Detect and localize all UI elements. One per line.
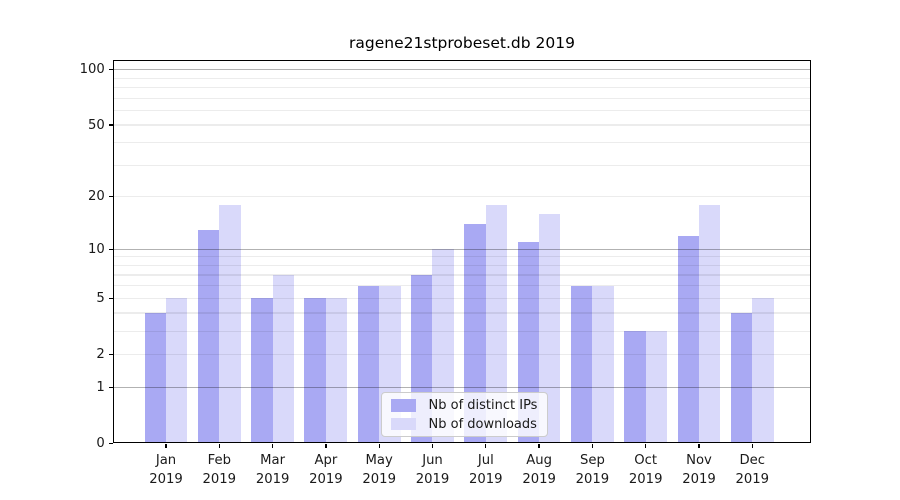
y-tick-mark bbox=[108, 196, 114, 198]
bar-downloads bbox=[272, 274, 294, 444]
legend-swatch-distinct-ips bbox=[390, 399, 416, 412]
bar-downloads bbox=[485, 204, 508, 444]
y-tick-label: 1 bbox=[96, 379, 105, 395]
bar-distinct-ips bbox=[357, 285, 380, 444]
x-tick-label: Jan 2019 bbox=[149, 453, 183, 488]
legend: Nb of distinct IPs Nb of downloads bbox=[380, 392, 548, 437]
x-tick-mark bbox=[698, 443, 700, 449]
legend-swatch-downloads bbox=[390, 417, 416, 431]
bar-downloads bbox=[592, 285, 614, 444]
bars-layer bbox=[113, 60, 810, 444]
bar-distinct-ips bbox=[464, 224, 486, 444]
bar-downloads bbox=[645, 331, 668, 444]
y-tick-label: 10 bbox=[88, 241, 105, 257]
legend-item-distinct-ips: Nb of distinct IPs bbox=[390, 398, 538, 413]
bar-distinct-ips bbox=[197, 229, 220, 444]
x-tick-mark bbox=[591, 443, 594, 449]
x-tick-label: Mar 2019 bbox=[255, 453, 290, 488]
x-tick-mark bbox=[218, 443, 220, 449]
legend-label-downloads: Nb of downloads bbox=[428, 416, 537, 432]
legend-item-downloads: Nb of downloads bbox=[390, 416, 538, 432]
bar-distinct-ips bbox=[144, 313, 166, 444]
bar-downloads bbox=[698, 204, 721, 444]
bar-distinct-ips bbox=[730, 313, 753, 444]
y-tick-mark bbox=[108, 297, 114, 299]
x-tick-mark bbox=[751, 443, 753, 449]
y-tick-mark bbox=[108, 69, 114, 71]
y-tick-mark bbox=[108, 124, 114, 126]
bar-downloads bbox=[752, 298, 774, 444]
bar-downloads bbox=[325, 298, 348, 444]
x-tick-mark bbox=[645, 443, 647, 449]
bar-downloads bbox=[165, 298, 188, 444]
y-tick-mark bbox=[108, 248, 114, 250]
legend-label-distinct-ips: Nb of distinct IPs bbox=[428, 398, 538, 413]
plot-area bbox=[113, 59, 811, 444]
bar-distinct-ips bbox=[677, 235, 699, 444]
x-tick-label: Jul 2019 bbox=[469, 453, 503, 488]
x-tick-label: Jun 2019 bbox=[415, 453, 450, 488]
x-tick-label: Sep 2019 bbox=[575, 453, 610, 488]
bar-distinct-ips bbox=[251, 298, 273, 444]
bar-distinct-ips bbox=[570, 285, 593, 444]
bar-distinct-ips bbox=[624, 331, 646, 444]
x-tick-mark bbox=[485, 443, 487, 449]
y-tick-label: 5 bbox=[96, 290, 105, 306]
y-tick-label: 2 bbox=[96, 346, 105, 362]
y-tick-mark bbox=[108, 442, 114, 444]
y-tick-mark bbox=[108, 386, 114, 388]
x-tick-mark bbox=[271, 443, 274, 449]
x-tick-label: Dec 2019 bbox=[735, 453, 770, 488]
y-tick-label: 0 bbox=[96, 435, 105, 451]
chart-title: ragene21stprobeset.db 2019 bbox=[349, 34, 575, 52]
x-tick-label: Apr 2019 bbox=[309, 453, 343, 488]
x-tick-label: Feb 2019 bbox=[202, 453, 237, 488]
x-tick-mark bbox=[538, 443, 540, 449]
x-tick-mark bbox=[165, 443, 167, 449]
x-tick-mark bbox=[378, 443, 380, 449]
x-tick-label: May 2019 bbox=[362, 453, 396, 488]
y-tick-label: 20 bbox=[88, 189, 105, 205]
x-tick-label: Aug 2019 bbox=[522, 453, 556, 488]
x-tick-mark bbox=[431, 443, 434, 449]
y-tick-label: 50 bbox=[88, 117, 105, 133]
bar-distinct-ips bbox=[304, 298, 326, 444]
x-tick-label: Nov 2019 bbox=[682, 453, 716, 488]
x-tick-mark bbox=[325, 443, 327, 449]
x-tick-label: Oct 2019 bbox=[628, 453, 663, 488]
bar-downloads bbox=[539, 213, 561, 444]
y-tick-mark bbox=[108, 353, 114, 355]
y-tick-label: 100 bbox=[79, 62, 105, 78]
bar-downloads bbox=[219, 204, 241, 444]
